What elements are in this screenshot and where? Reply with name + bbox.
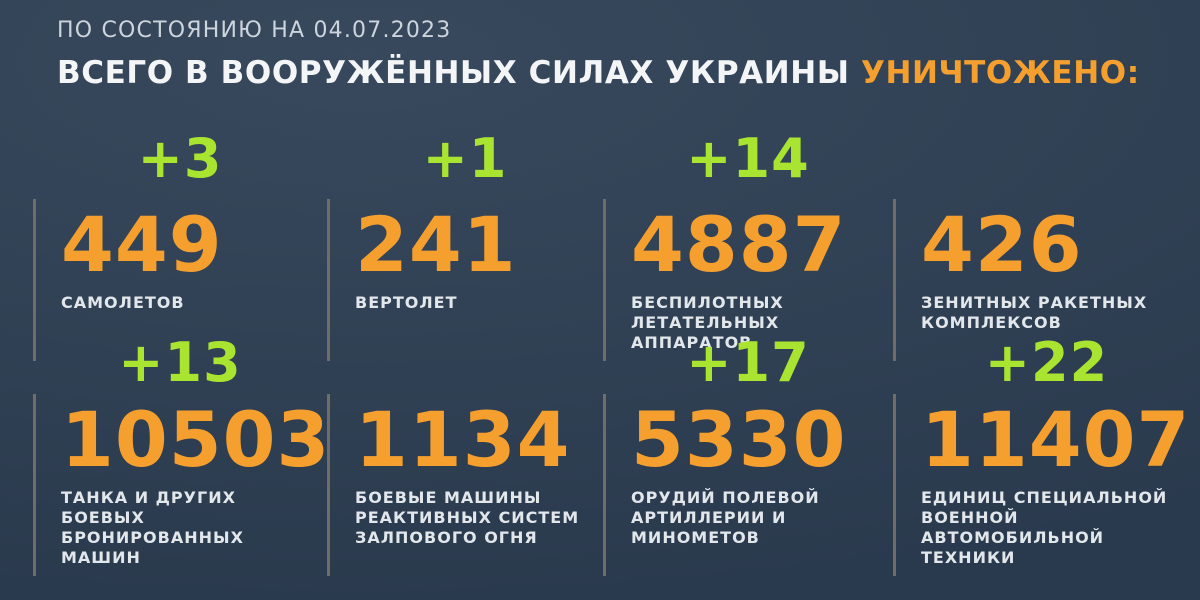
stat-block-tanks: 10503 ТАНКА И ДРУГИХ БОЕВЫХ БРОНИРОВАННЫ… (33, 394, 331, 577)
stat-block-mlrs: 1134 БОЕВЫЕ МАШИНЫ РЕАКТИВНЫХ СИСТЕМ ЗАЛ… (327, 394, 603, 577)
stat-block-vehicles: 11407 ЕДИНИЦ СПЕЦИАЛЬНОЙ ВОЕННОЙ АВТОМОБ… (893, 394, 1200, 577)
delta-cell-artillery: +17 (603, 324, 893, 395)
deltas-row-2: +13 +17 +22 (33, 324, 1200, 395)
delta-cell-sam-systems (893, 118, 1200, 184)
stat-value-helicopters: 241 (355, 200, 517, 289)
delta-cell-helicopters: +1 (327, 118, 603, 191)
stat-block-artillery: 5330 ОРУДИЙ ПОЛЕВОЙ АРТИЛЛЕРИИ И МИНОМЕТ… (603, 394, 893, 577)
delta-cell-mlrs (327, 324, 603, 388)
stats-row-1: 449 САМОЛЕТОВ 241 ВЕРТОЛЕТ 4887 БЕСПИЛОТ… (33, 199, 1200, 362)
stat-delta-tanks: +13 (118, 331, 242, 395)
stat-value-vehicles: 11407 (921, 395, 1191, 484)
stat-delta-artillery: +17 (686, 331, 810, 395)
stat-label-uavs: БЕСПИЛОТНЫХ ЛЕТАТЕЛЬНЫХ АППАРАТОВ (631, 293, 784, 353)
page-title: ВСЕГО В ВООРУЖЁННЫХ СИЛАХ УКРАИНЫ УНИЧТО… (57, 55, 1140, 91)
stat-label-sam-systems: ЗЕНИТНЫХ РАКЕТНЫХ КОМПЛЕКСОВ (921, 293, 1148, 333)
stat-block-uavs: 4887 БЕСПИЛОТНЫХ ЛЕТАТЕЛЬНЫХ АППАРАТОВ (603, 199, 893, 362)
stat-label-artillery: ОРУДИЙ ПОЛЕВОЙ АРТИЛЛЕРИИ И МИНОМЕТОВ (631, 488, 820, 548)
stat-label-mlrs: БОЕВЫЕ МАШИНЫ РЕАКТИВНЫХ СИСТЕМ ЗАЛПОВОГ… (355, 488, 580, 548)
stat-label-vehicles: ЕДИНИЦ СПЕЦИАЛЬНОЙ ВОЕННОЙ АВТОМОБИЛЬНОЙ… (921, 488, 1168, 568)
stat-delta-uavs: +14 (686, 127, 810, 191)
stat-label-airplanes: САМОЛЕТОВ (61, 293, 185, 313)
stat-block-helicopters: 241 ВЕРТОЛЕТ (327, 199, 603, 362)
stat-label-tanks: ТАНКА И ДРУГИХ БОЕВЫХ БРОНИРОВАННЫХ МАШИ… (61, 488, 244, 568)
deltas-row-1: +3 +1 +14 (33, 118, 1200, 191)
status-date: ПО СОСТОЯНИЮ НА 04.07.2023 (57, 18, 452, 43)
stat-value-mlrs: 1134 (355, 395, 571, 484)
stat-block-sam-systems: 426 ЗЕНИТНЫХ РАКЕТНЫХ КОМПЛЕКСОВ (893, 199, 1200, 362)
title-accent: УНИЧТОЖЕНО: (860, 55, 1140, 91)
stat-value-sam-systems: 426 (921, 200, 1083, 289)
stat-block-airplanes: 449 САМОЛЕТОВ (33, 199, 327, 362)
delta-cell-uavs: +14 (603, 118, 893, 191)
stat-delta-helicopters: +1 (422, 127, 508, 191)
stat-value-airplanes: 449 (61, 200, 223, 289)
delta-cell-vehicles: +22 (893, 324, 1200, 395)
stat-delta-vehicles: +22 (984, 331, 1109, 395)
delta-cell-tanks: +13 (33, 324, 327, 395)
delta-cell-airplanes: +3 (33, 118, 327, 191)
title-main: ВСЕГО В ВООРУЖЁННЫХ СИЛАХ УКРАИНЫ (57, 55, 861, 91)
stats-row-2: 10503 ТАНКА И ДРУГИХ БОЕВЫХ БРОНИРОВАННЫ… (33, 394, 1200, 577)
stat-delta-airplanes: +3 (137, 127, 223, 191)
stat-value-uavs: 4887 (631, 200, 847, 289)
stat-label-helicopters: ВЕРТОЛЕТ (355, 293, 458, 313)
stat-value-tanks: 10503 (61, 395, 331, 484)
stat-value-artillery: 5330 (631, 395, 847, 484)
